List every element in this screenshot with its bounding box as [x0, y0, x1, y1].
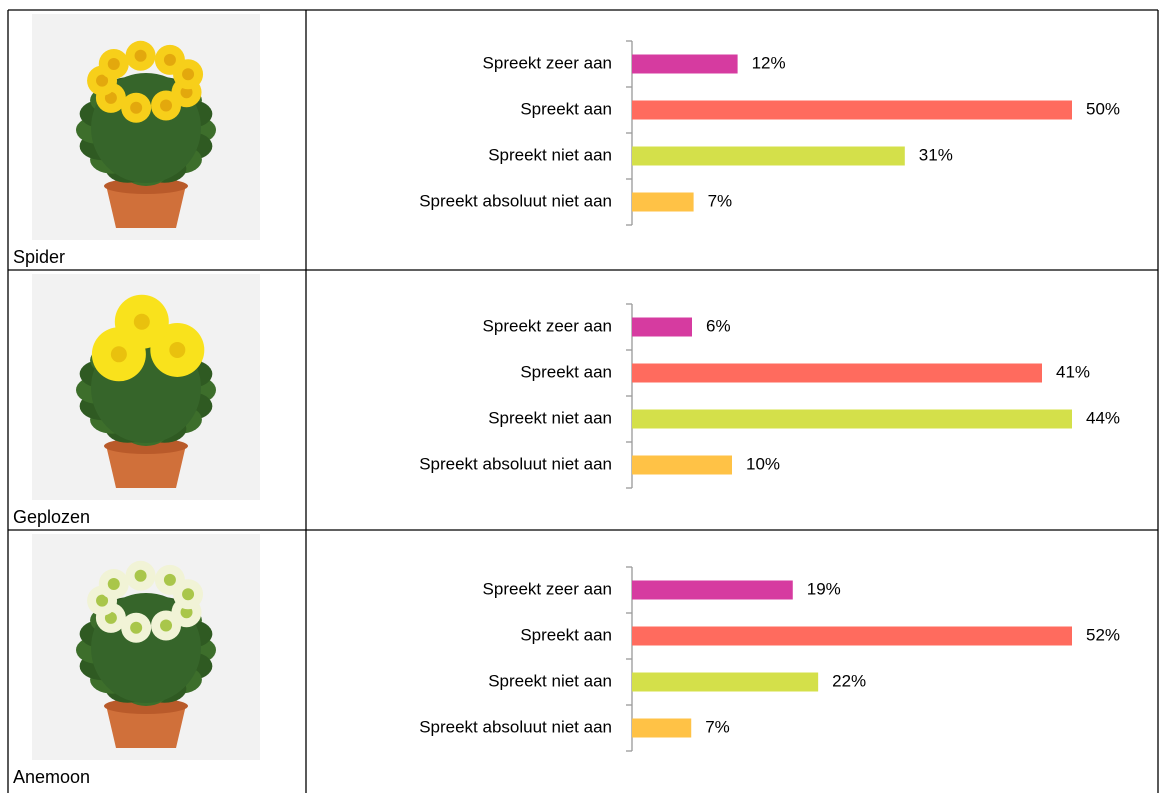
bar [632, 146, 905, 166]
category-label: Spreekt zeer aan [483, 53, 612, 72]
plant-image [32, 274, 260, 500]
bar [632, 54, 738, 74]
category-label: Spreekt niet aan [488, 145, 612, 164]
flower-center [133, 313, 150, 330]
bar [632, 409, 1072, 429]
category-label: Spreekt niet aan [488, 671, 612, 690]
value-label: 12% [752, 53, 786, 72]
flower-center [163, 53, 176, 66]
value-label: 44% [1086, 408, 1120, 427]
value-label: 7% [705, 717, 730, 736]
flower-center [107, 578, 120, 591]
bar [632, 192, 694, 212]
flower-center [134, 569, 147, 582]
category-label: Spreekt absoluut niet aan [419, 454, 612, 473]
value-label: 19% [807, 579, 841, 598]
flower-center [107, 58, 120, 71]
bar [632, 100, 1072, 120]
category-label: Spreekt zeer aan [483, 316, 612, 335]
flower-center [180, 606, 193, 619]
bar [632, 580, 793, 600]
pot [106, 185, 186, 228]
pot [106, 705, 186, 748]
bar [632, 363, 1042, 383]
row-label: Geplozen [13, 507, 90, 527]
category-label: Spreekt absoluut niet aan [419, 191, 612, 210]
flower-center [182, 68, 195, 81]
pot [106, 445, 186, 488]
value-label: 22% [832, 671, 866, 690]
value-label: 7% [708, 191, 733, 210]
flower-center [104, 611, 117, 624]
value-label: 10% [746, 454, 780, 473]
flower-center [110, 346, 127, 363]
value-label: 50% [1086, 99, 1120, 118]
flower-center [160, 99, 173, 112]
bar [632, 718, 692, 738]
value-label: 31% [919, 145, 953, 164]
row-label: Anemoon [13, 767, 90, 787]
plant-image [32, 14, 260, 240]
flower-center [96, 594, 109, 607]
category-label: Spreekt aan [520, 99, 612, 118]
bar [632, 455, 732, 475]
flower-center [130, 621, 143, 634]
category-label: Spreekt aan [520, 362, 612, 381]
flower-center [104, 91, 117, 104]
bar [632, 317, 692, 337]
bar [632, 672, 819, 692]
category-label: Spreekt absoluut niet aan [419, 717, 612, 736]
value-label: 52% [1086, 625, 1120, 644]
table-borders [7, 9, 1159, 793]
flower-center [134, 49, 147, 62]
flower-center [163, 573, 176, 586]
flower-center [130, 101, 143, 114]
flower-center [180, 86, 193, 99]
flower-center [182, 588, 195, 601]
plant-image [32, 534, 260, 760]
category-label: Spreekt zeer aan [483, 579, 612, 598]
flower-center [160, 619, 173, 632]
value-label: 6% [706, 316, 731, 335]
flower-center [169, 341, 186, 358]
bar [632, 626, 1072, 646]
flower-center [96, 74, 109, 87]
value-label: 41% [1056, 362, 1090, 381]
row-label: Spider [13, 247, 65, 267]
category-label: Spreekt aan [520, 625, 612, 644]
category-label: Spreekt niet aan [488, 408, 612, 427]
